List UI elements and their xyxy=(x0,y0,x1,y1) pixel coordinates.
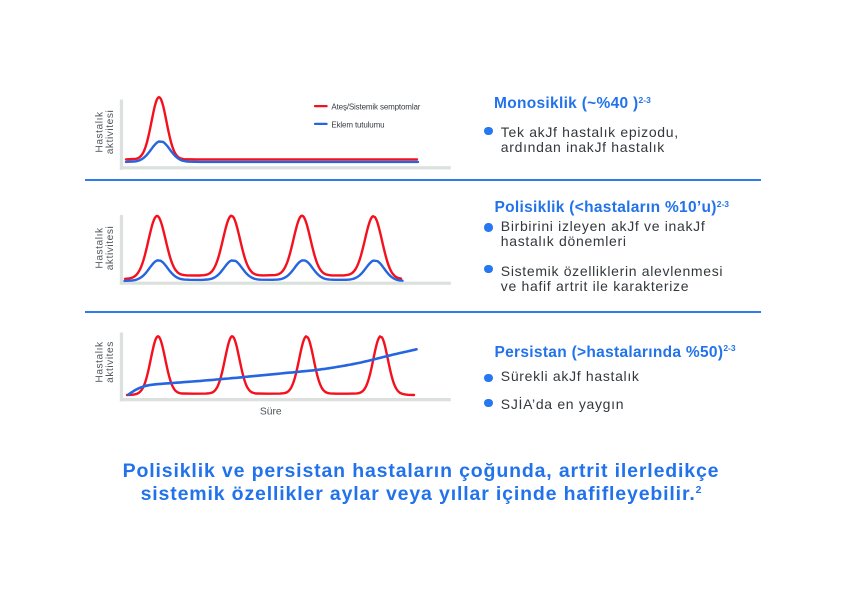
svg-text:Süre: Süre xyxy=(260,406,282,417)
svg-text:aktivitesi: aktivitesi xyxy=(105,110,116,155)
svg-text:Hastalık: Hastalık xyxy=(95,111,106,153)
svg-text:aktivites: aktivites xyxy=(105,341,116,383)
svg-text:Hastalık: Hastalık xyxy=(95,341,106,383)
svg-text:aktivitesi: aktivitesi xyxy=(105,226,116,271)
svg-text:Hastalık: Hastalık xyxy=(95,227,106,269)
svg-text:Eklem tutulumu: Eklem tutulumu xyxy=(331,120,384,129)
svg-text:Ateş/Sistemik semptomlar: Ateş/Sistemik semptomlar xyxy=(331,103,420,112)
